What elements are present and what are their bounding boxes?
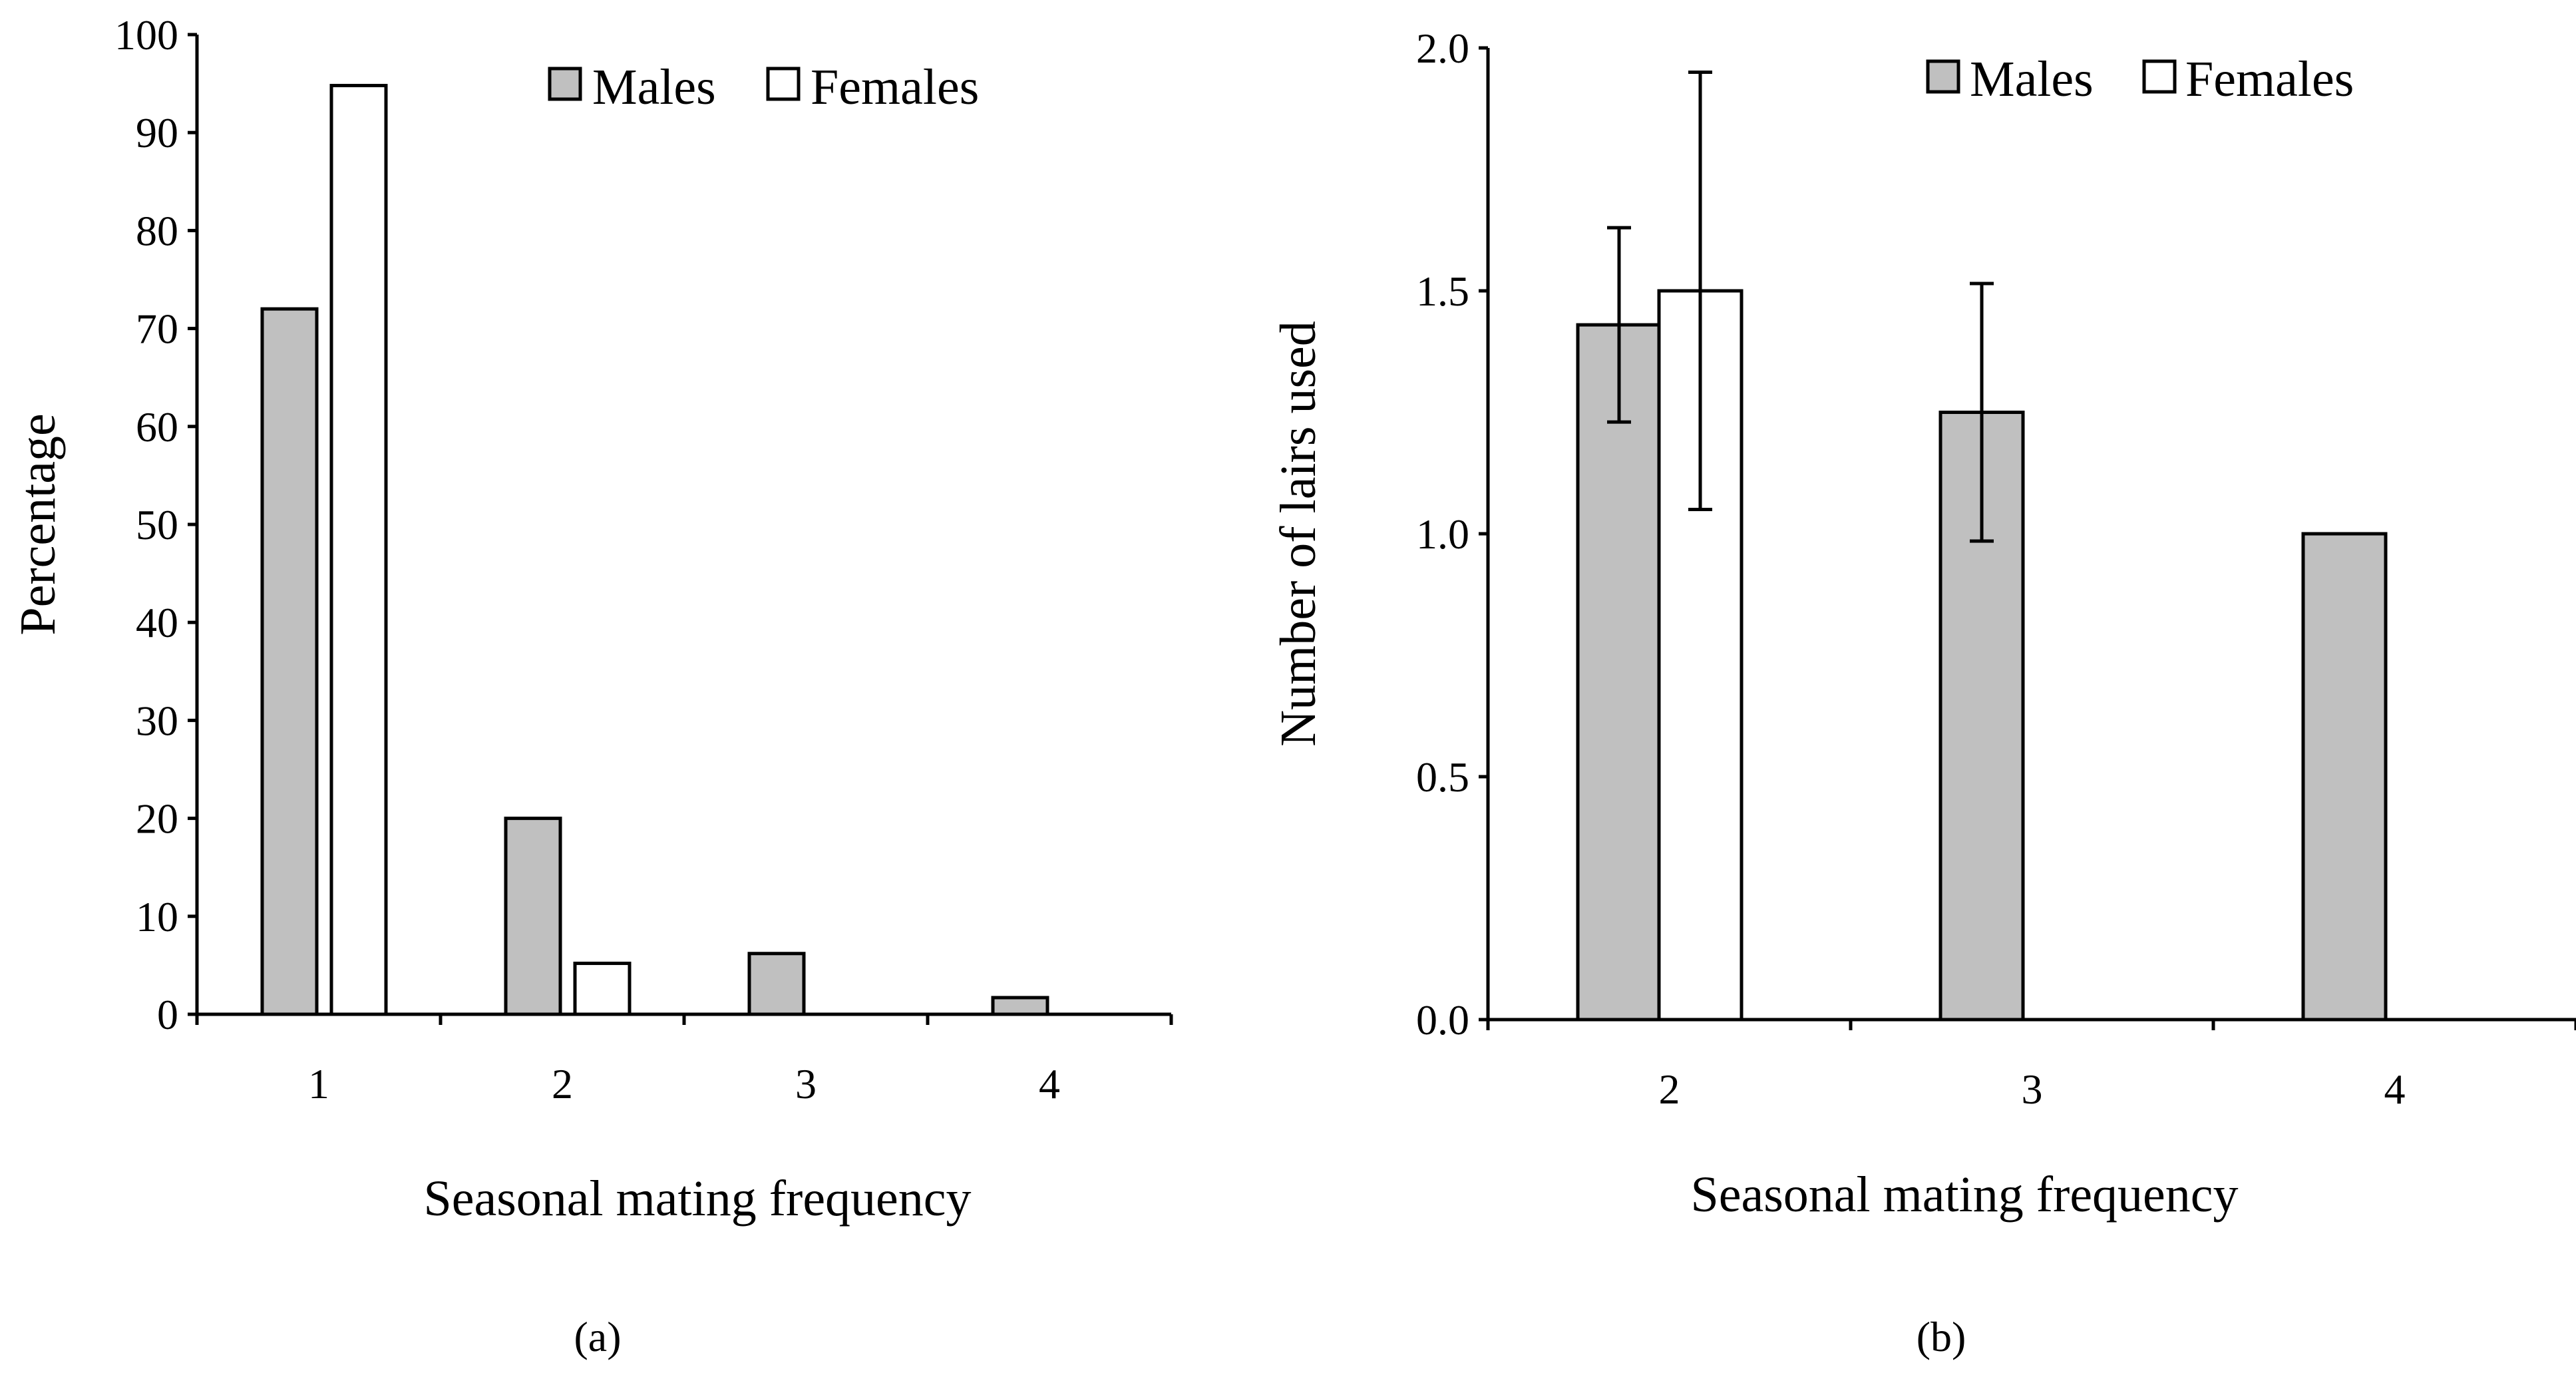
panel-a-y-ticks: 0 10 20 30 40 50 60 70 80 90 100 [114, 11, 197, 1038]
a-y-tick-label: 50 [136, 501, 178, 548]
panel-b-bars [1576, 289, 2388, 1022]
panel-b-x-ticks: 2 3 4 [1486, 1020, 2576, 1113]
a-x-tick-label: 1 [308, 1060, 329, 1107]
panel-a-legend: Males Females [548, 59, 979, 115]
panel-a-legend-females-label: Females [811, 59, 979, 115]
b-error-bar-males-2 [1607, 226, 1631, 424]
a-x-tick-label: 4 [1039, 1060, 1060, 1107]
panel-b-chart: 0.0 0.5 1.0 1.5 2.0 2 3 4 Number of lairs used… [1270, 25, 2576, 1360]
a-bar-females-1 [329, 84, 388, 1016]
panel-b-legend-females-label: Females [2185, 51, 2354, 107]
panel-b-legend-females-swatch [2142, 59, 2177, 94]
panel-b-x-axis-title: Seasonal mating frequency [1690, 1167, 2238, 1223]
a-y-tick-label: 40 [136, 599, 178, 646]
panel-b-legend: Males Females [1926, 51, 2354, 107]
b-y-tick-label: 2.0 [1416, 25, 1469, 72]
b-x-tick-label: 4 [2384, 1066, 2406, 1113]
panel-a-bars [260, 84, 1049, 1016]
panel-a-x-axis-title: Seasonal mating frequency [423, 1171, 971, 1227]
panel-a-chart: 0 10 20 30 40 50 60 70 80 90 100 1 2 3 4 Percentage S… [10, 11, 1173, 1360]
a-x-tick-label: 2 [552, 1060, 573, 1107]
b-error-bar-males-3 [1970, 282, 1994, 543]
a-y-tick-label: 90 [136, 109, 178, 156]
panel-a-legend-females-swatch [766, 67, 801, 101]
b-y-tick-label: 1.0 [1416, 510, 1469, 558]
b-error-bar-females-2 [1688, 71, 1712, 511]
a-y-tick-label: 100 [114, 11, 178, 59]
panel-a-label: (a) [574, 1313, 621, 1360]
b-y-tick-label: 0.5 [1416, 753, 1469, 801]
b-x-tick-label: 2 [1659, 1066, 1680, 1113]
b-bar-males-2 [1576, 323, 1662, 1022]
panel-b-y-axis-title: Number of lairs used [1270, 321, 1326, 747]
a-y-tick-label: 60 [136, 403, 178, 451]
panel-b-error-bars [1607, 71, 1994, 543]
a-bar-males-3 [747, 952, 806, 1016]
a-bar-males-4 [991, 996, 1049, 1016]
b-x-tick-label: 3 [2022, 1066, 2043, 1113]
panel-a-x-ticks: 1 2 3 4 [195, 1014, 1173, 1107]
panel-b-y-ticks: 0.0 0.5 1.0 1.5 2.0 [1416, 25, 1488, 1044]
a-y-tick-label: 10 [136, 893, 178, 940]
a-y-tick-label: 20 [136, 795, 178, 843]
b-y-tick-label: 1.5 [1416, 268, 1469, 315]
panel-a-y-axis-title: Percentage [10, 413, 66, 635]
a-bar-males-2 [504, 817, 562, 1016]
a-bar-males-1 [260, 307, 319, 1016]
b-y-tick-label: 0.0 [1416, 996, 1469, 1044]
panel-b-legend-males-label: Males [1970, 51, 2094, 107]
b-bar-males-4 [2301, 532, 2388, 1022]
a-bar-females-2 [573, 961, 632, 1016]
panel-b-label: (b) [1917, 1313, 1966, 1360]
panel-a-legend-males-swatch [548, 67, 582, 101]
a-y-tick-label: 30 [136, 697, 178, 744]
a-y-tick-label: 80 [136, 207, 178, 254]
panel-b-legend-males-swatch [1926, 59, 1960, 94]
a-y-tick-label: 70 [136, 305, 178, 353]
panel-a-legend-males-label: Males [592, 59, 716, 115]
a-x-tick-label: 3 [795, 1060, 817, 1107]
a-y-tick-label: 0 [157, 991, 178, 1038]
